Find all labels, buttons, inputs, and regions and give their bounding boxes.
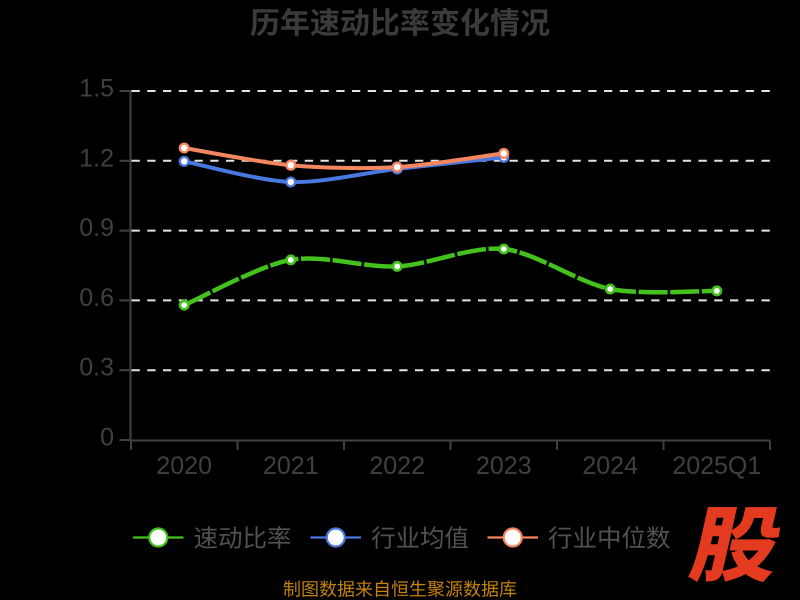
svg-text:2022: 2022 xyxy=(369,452,425,480)
svg-text:2024: 2024 xyxy=(582,452,638,480)
svg-text:2020: 2020 xyxy=(156,452,212,480)
svg-text:2023: 2023 xyxy=(476,452,532,480)
svg-text:2025Q1: 2025Q1 xyxy=(672,452,761,480)
svg-text:2021: 2021 xyxy=(263,452,319,480)
svg-text:0.6: 0.6 xyxy=(79,284,114,312)
svg-text:1.2: 1.2 xyxy=(79,144,114,172)
svg-text:1.5: 1.5 xyxy=(79,75,114,103)
svg-text:0.3: 0.3 xyxy=(79,354,114,382)
svg-text:0: 0 xyxy=(100,424,114,452)
svg-text:0.9: 0.9 xyxy=(79,214,114,242)
